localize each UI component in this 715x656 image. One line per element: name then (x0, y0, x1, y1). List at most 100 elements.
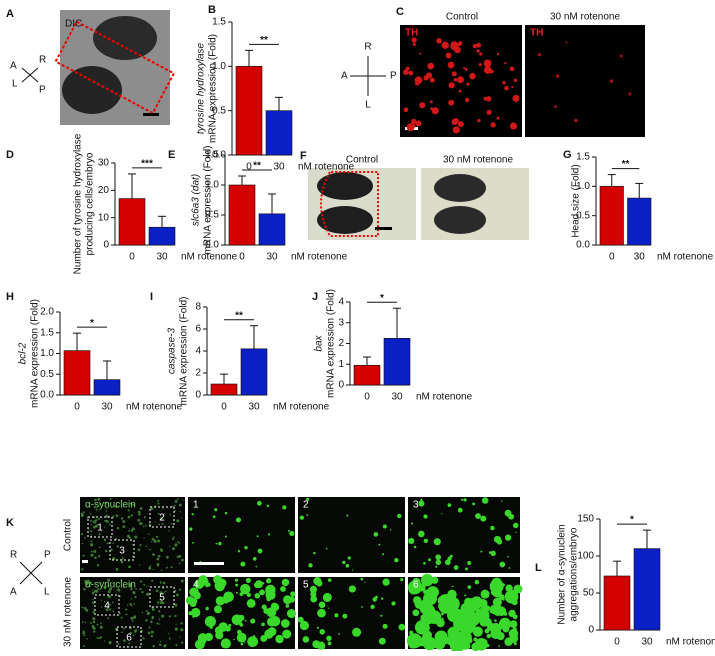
decoration (236, 632, 247, 643)
orientation-label: P (39, 85, 46, 96)
y-axis-label: mRNA expression (Fold) (208, 34, 219, 143)
orientation-label: A (341, 71, 348, 82)
decoration (143, 583, 146, 586)
decoration (457, 507, 463, 513)
decoration (194, 639, 205, 650)
inset-box (94, 594, 120, 616)
decoration (514, 99, 518, 103)
decoration (99, 582, 102, 584)
decoration (447, 61, 455, 69)
decoration (90, 543, 94, 547)
inset-box (149, 586, 175, 608)
decoration (156, 622, 159, 625)
decoration (155, 589, 159, 593)
decoration (418, 500, 425, 507)
decoration (504, 85, 509, 91)
decoration (511, 599, 518, 606)
bar (235, 66, 263, 156)
decoration (308, 563, 313, 568)
decoration (129, 632, 132, 635)
decoration (150, 630, 154, 634)
error-bar (220, 373, 228, 384)
decoration (327, 578, 332, 582)
decoration (458, 89, 462, 93)
y-tick-label: 0.5 (40, 369, 54, 380)
decoration (148, 626, 151, 629)
decoration (466, 82, 470, 86)
x-tick-label: 0 (246, 162, 252, 173)
decoration (80, 533, 84, 536)
decoration (105, 549, 108, 553)
orientation-label: R (364, 42, 371, 53)
decoration (306, 497, 310, 502)
decoration (87, 579, 90, 583)
image (188, 497, 295, 573)
decoration (245, 577, 251, 583)
decoration (466, 637, 473, 644)
error-bar (128, 173, 136, 199)
inset-number: 3 (119, 546, 125, 557)
decoration (288, 596, 295, 603)
decoration (496, 539, 503, 545)
decoration (98, 637, 101, 640)
decoration (239, 518, 241, 520)
decoration (504, 534, 512, 541)
image-title: 30 nM rotenone (550, 12, 620, 23)
y-axis-label: Head size (Fold) (571, 164, 582, 237)
decoration (464, 594, 467, 597)
decoration (104, 519, 107, 522)
error-bar (275, 96, 283, 111)
decoration (165, 555, 169, 559)
decoration (180, 579, 184, 583)
decoration (115, 567, 119, 571)
decoration (451, 585, 454, 588)
decoration (96, 636, 99, 639)
decoration (159, 591, 163, 595)
decoration (215, 596, 225, 606)
error-bar (245, 49, 253, 67)
decoration (162, 581, 166, 585)
decoration (309, 585, 318, 594)
decoration (105, 514, 109, 518)
decoration (421, 633, 430, 642)
decoration (490, 525, 495, 531)
decoration (423, 538, 429, 544)
decoration (423, 591, 438, 606)
decoration (215, 631, 224, 640)
orientation-label: L (365, 100, 371, 111)
stain-label: TH (405, 28, 418, 39)
decoration (537, 52, 542, 57)
decoration (509, 620, 518, 628)
significance: ** (253, 161, 261, 172)
decoration (554, 105, 558, 109)
x-tick-label: 0 (614, 637, 620, 648)
decoration (93, 549, 97, 553)
y-tick-label: 20 (98, 185, 110, 196)
decoration (224, 511, 228, 515)
decoration (96, 564, 100, 567)
decoration (150, 541, 152, 543)
y-tick-label: 8 (195, 302, 201, 313)
decoration (97, 497, 101, 501)
decoration (352, 627, 362, 637)
decoration (220, 638, 231, 649)
decoration (212, 515, 216, 519)
decoration (105, 501, 108, 504)
y-axis-label: bcl-2 (18, 342, 29, 364)
decoration (373, 532, 379, 537)
image-title: 30 nM rotenone (443, 155, 513, 166)
decoration (95, 590, 99, 593)
decoration (152, 553, 155, 556)
decoration (472, 43, 478, 49)
decoration (257, 548, 263, 554)
decoration (191, 598, 198, 605)
decoration (204, 632, 213, 642)
decoration (150, 549, 152, 551)
x-tick-label: 30 (156, 252, 168, 263)
decoration (133, 615, 137, 619)
decoration (151, 537, 155, 541)
decoration (130, 616, 134, 620)
decoration (91, 550, 93, 553)
decoration (246, 598, 256, 608)
decoration (412, 124, 416, 128)
